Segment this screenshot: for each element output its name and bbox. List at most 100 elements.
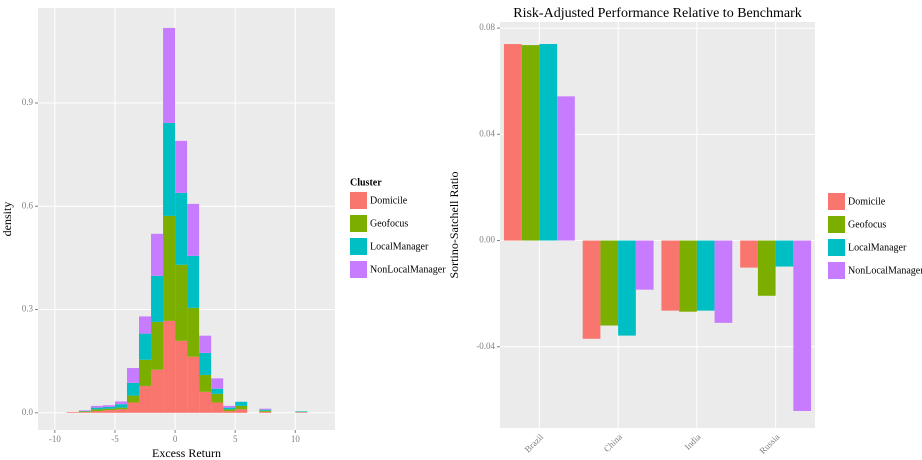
- y-axis-label: density: [0, 202, 14, 237]
- x-tick-label: Russia: [757, 432, 781, 456]
- y-tick-label: -0.04: [476, 341, 495, 351]
- histogram-bar: [151, 275, 164, 322]
- histogram-bar: [90, 411, 103, 413]
- y-tick-label: 0.3: [22, 304, 34, 314]
- bar: [635, 240, 654, 290]
- histogram-bar: [102, 408, 115, 411]
- histogram-bar: [126, 368, 140, 383]
- histogram-bar: [163, 122, 176, 216]
- histogram-bar: [151, 233, 164, 276]
- x-tick-label: -10: [49, 434, 61, 444]
- histogram-bar: [126, 402, 140, 413]
- histogram-bar: [223, 407, 236, 410]
- histogram-bar: [259, 409, 272, 411]
- bar: [521, 45, 540, 241]
- y-tick-label: 0.00: [479, 235, 495, 245]
- x-tick-label: 0: [173, 434, 178, 444]
- legend-key: [350, 238, 367, 255]
- histogram-bar: [66, 412, 79, 413]
- histogram-bar: [78, 412, 91, 413]
- histogram-bar: [90, 409, 103, 412]
- histogram-bar: [175, 340, 188, 413]
- histogram-bar: [151, 321, 164, 370]
- x-tick-label: India: [683, 432, 703, 452]
- histogram-bar: [235, 405, 248, 410]
- histogram-bar: [259, 408, 272, 410]
- histogram-bar: [223, 411, 236, 413]
- histogram-bar: [211, 402, 224, 413]
- histogram-bar: [126, 382, 140, 396]
- bar: [793, 240, 812, 412]
- histogram-bar: [223, 409, 236, 412]
- histogram-bar: [175, 264, 188, 341]
- histogram-bar: [259, 410, 272, 412]
- bar: [740, 240, 758, 268]
- histogram-bar: [163, 320, 176, 413]
- legend-label: NonLocalManager: [848, 265, 922, 276]
- histogram-bar: [78, 410, 91, 412]
- histogram-bar: [187, 307, 200, 357]
- bar: [618, 240, 636, 336]
- bar: [661, 240, 680, 311]
- histogram-bar: [295, 412, 308, 413]
- histogram-bar: [102, 406, 115, 409]
- histogram-bar: [114, 404, 127, 408]
- x-tick-label: 5: [233, 434, 238, 444]
- x-axis-label: Excess Return: [152, 446, 221, 460]
- histogram-bar: [163, 27, 176, 123]
- y-tick-label: 0.0: [22, 407, 34, 417]
- histogram-bar: [187, 255, 200, 308]
- chart-title: Risk-Adjusted Performance Relative to Be…: [513, 6, 801, 21]
- histogram-bar: [139, 359, 152, 386]
- histogram-bar: [175, 192, 188, 265]
- histogram-bar: [199, 352, 212, 375]
- legend-label: LocalManager: [848, 242, 907, 253]
- histogram-bar: [235, 409, 248, 413]
- bar: [696, 240, 715, 311]
- histogram-bar: [102, 405, 115, 407]
- histogram-bar: [211, 388, 224, 394]
- bar: [775, 240, 794, 267]
- legend-key: [828, 262, 845, 279]
- histogram-bar: [223, 405, 236, 408]
- y-tick-label: 0.08: [479, 22, 495, 32]
- histogram-bar: [295, 411, 308, 413]
- legend-label: NonLocalManager: [370, 264, 446, 275]
- histogram-bar: [163, 215, 176, 321]
- bar: [582, 240, 601, 339]
- histogram-bar: [139, 385, 152, 413]
- y-axis-label: Sortino-Satchell Ratio: [447, 172, 461, 279]
- bar: [503, 44, 522, 241]
- legend-label: LocalManager: [370, 241, 429, 252]
- x-tick-label: China: [602, 432, 624, 454]
- bar: [600, 240, 619, 326]
- legend-key: [350, 192, 367, 209]
- legend-key: [350, 261, 367, 278]
- legend-key: [350, 215, 367, 232]
- bar: [714, 240, 733, 323]
- histogram-bar: [139, 316, 152, 334]
- histogram-bar: [211, 378, 224, 389]
- histogram-bar: [199, 374, 212, 392]
- histogram-bar: [90, 405, 103, 408]
- histogram-bar: [199, 335, 212, 353]
- x-tick-label: Brazil: [523, 431, 546, 454]
- x-tick-label: -5: [111, 434, 119, 444]
- histogram-bar: [114, 407, 127, 410]
- histogram-bar: [187, 203, 200, 256]
- y-tick-label: 0.9: [22, 97, 34, 107]
- y-tick-label: 0.04: [479, 128, 495, 138]
- histogram-bar: [187, 356, 200, 413]
- legend-key: [828, 239, 845, 256]
- histogram-bar: [211, 393, 224, 403]
- histogram-bar: [259, 411, 272, 413]
- histogram-bar: [199, 391, 212, 413]
- legend-label: Geofocus: [370, 218, 408, 229]
- histogram-bar: [139, 333, 152, 360]
- bar: [679, 240, 697, 312]
- histogram-bar: [235, 401, 248, 406]
- histogram-bar: [126, 395, 140, 403]
- histogram-bar: [78, 411, 91, 413]
- histogram-bar: [151, 369, 164, 413]
